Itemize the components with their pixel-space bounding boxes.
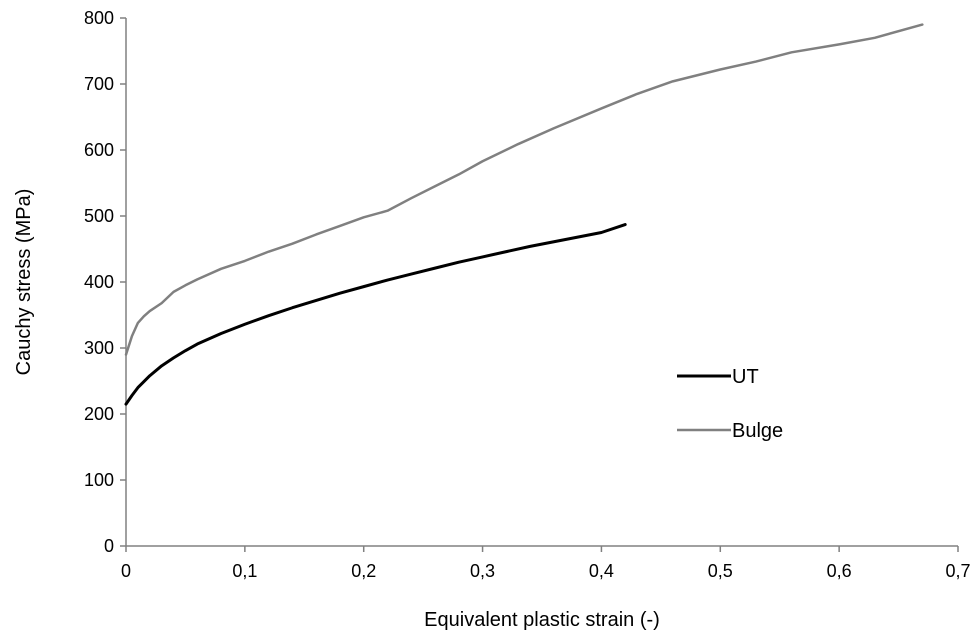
legend: UT Bulge [677, 366, 783, 442]
legend-label-ut: UT [732, 366, 759, 388]
y-axis-title: Cauchy stress (MPa) [13, 189, 35, 376]
series-line-bulge [124, 23, 924, 356]
x-tick-label: 0 [121, 561, 131, 581]
x-tick-label: 0,5 [708, 561, 733, 581]
y-tick-label: 100 [84, 470, 114, 490]
x-tick-label: 0,1 [232, 561, 257, 581]
y-tick-label: 0 [104, 536, 114, 556]
y-tick-label: 600 [84, 140, 114, 160]
y-tick-label: 800 [84, 8, 114, 28]
x-tick-label: 0,7 [945, 561, 970, 581]
y-tick-label: 300 [84, 338, 114, 358]
y-ticks: 0 100 200 300 400 500 600 700 800 [84, 8, 126, 556]
x-axis-title: Equivalent plastic strain (-) [424, 609, 660, 631]
series-lines [124, 23, 924, 406]
y-tick-label: 200 [84, 404, 114, 424]
y-tick-label: 700 [84, 74, 114, 94]
x-tick-label: 0,4 [589, 561, 614, 581]
x-ticks: 0 0,1 0,2 0,3 0,4 0,5 0,6 0,7 [121, 546, 971, 581]
x-tick-label: 0,2 [351, 561, 376, 581]
axes [125, 18, 958, 547]
y-tick-label: 400 [84, 272, 114, 292]
legend-label-bulge: Bulge [732, 420, 783, 442]
y-tick-label: 500 [84, 206, 114, 226]
x-tick-label: 0,6 [827, 561, 852, 581]
series-line-ut [124, 223, 627, 406]
x-tick-label: 0,3 [470, 561, 495, 581]
